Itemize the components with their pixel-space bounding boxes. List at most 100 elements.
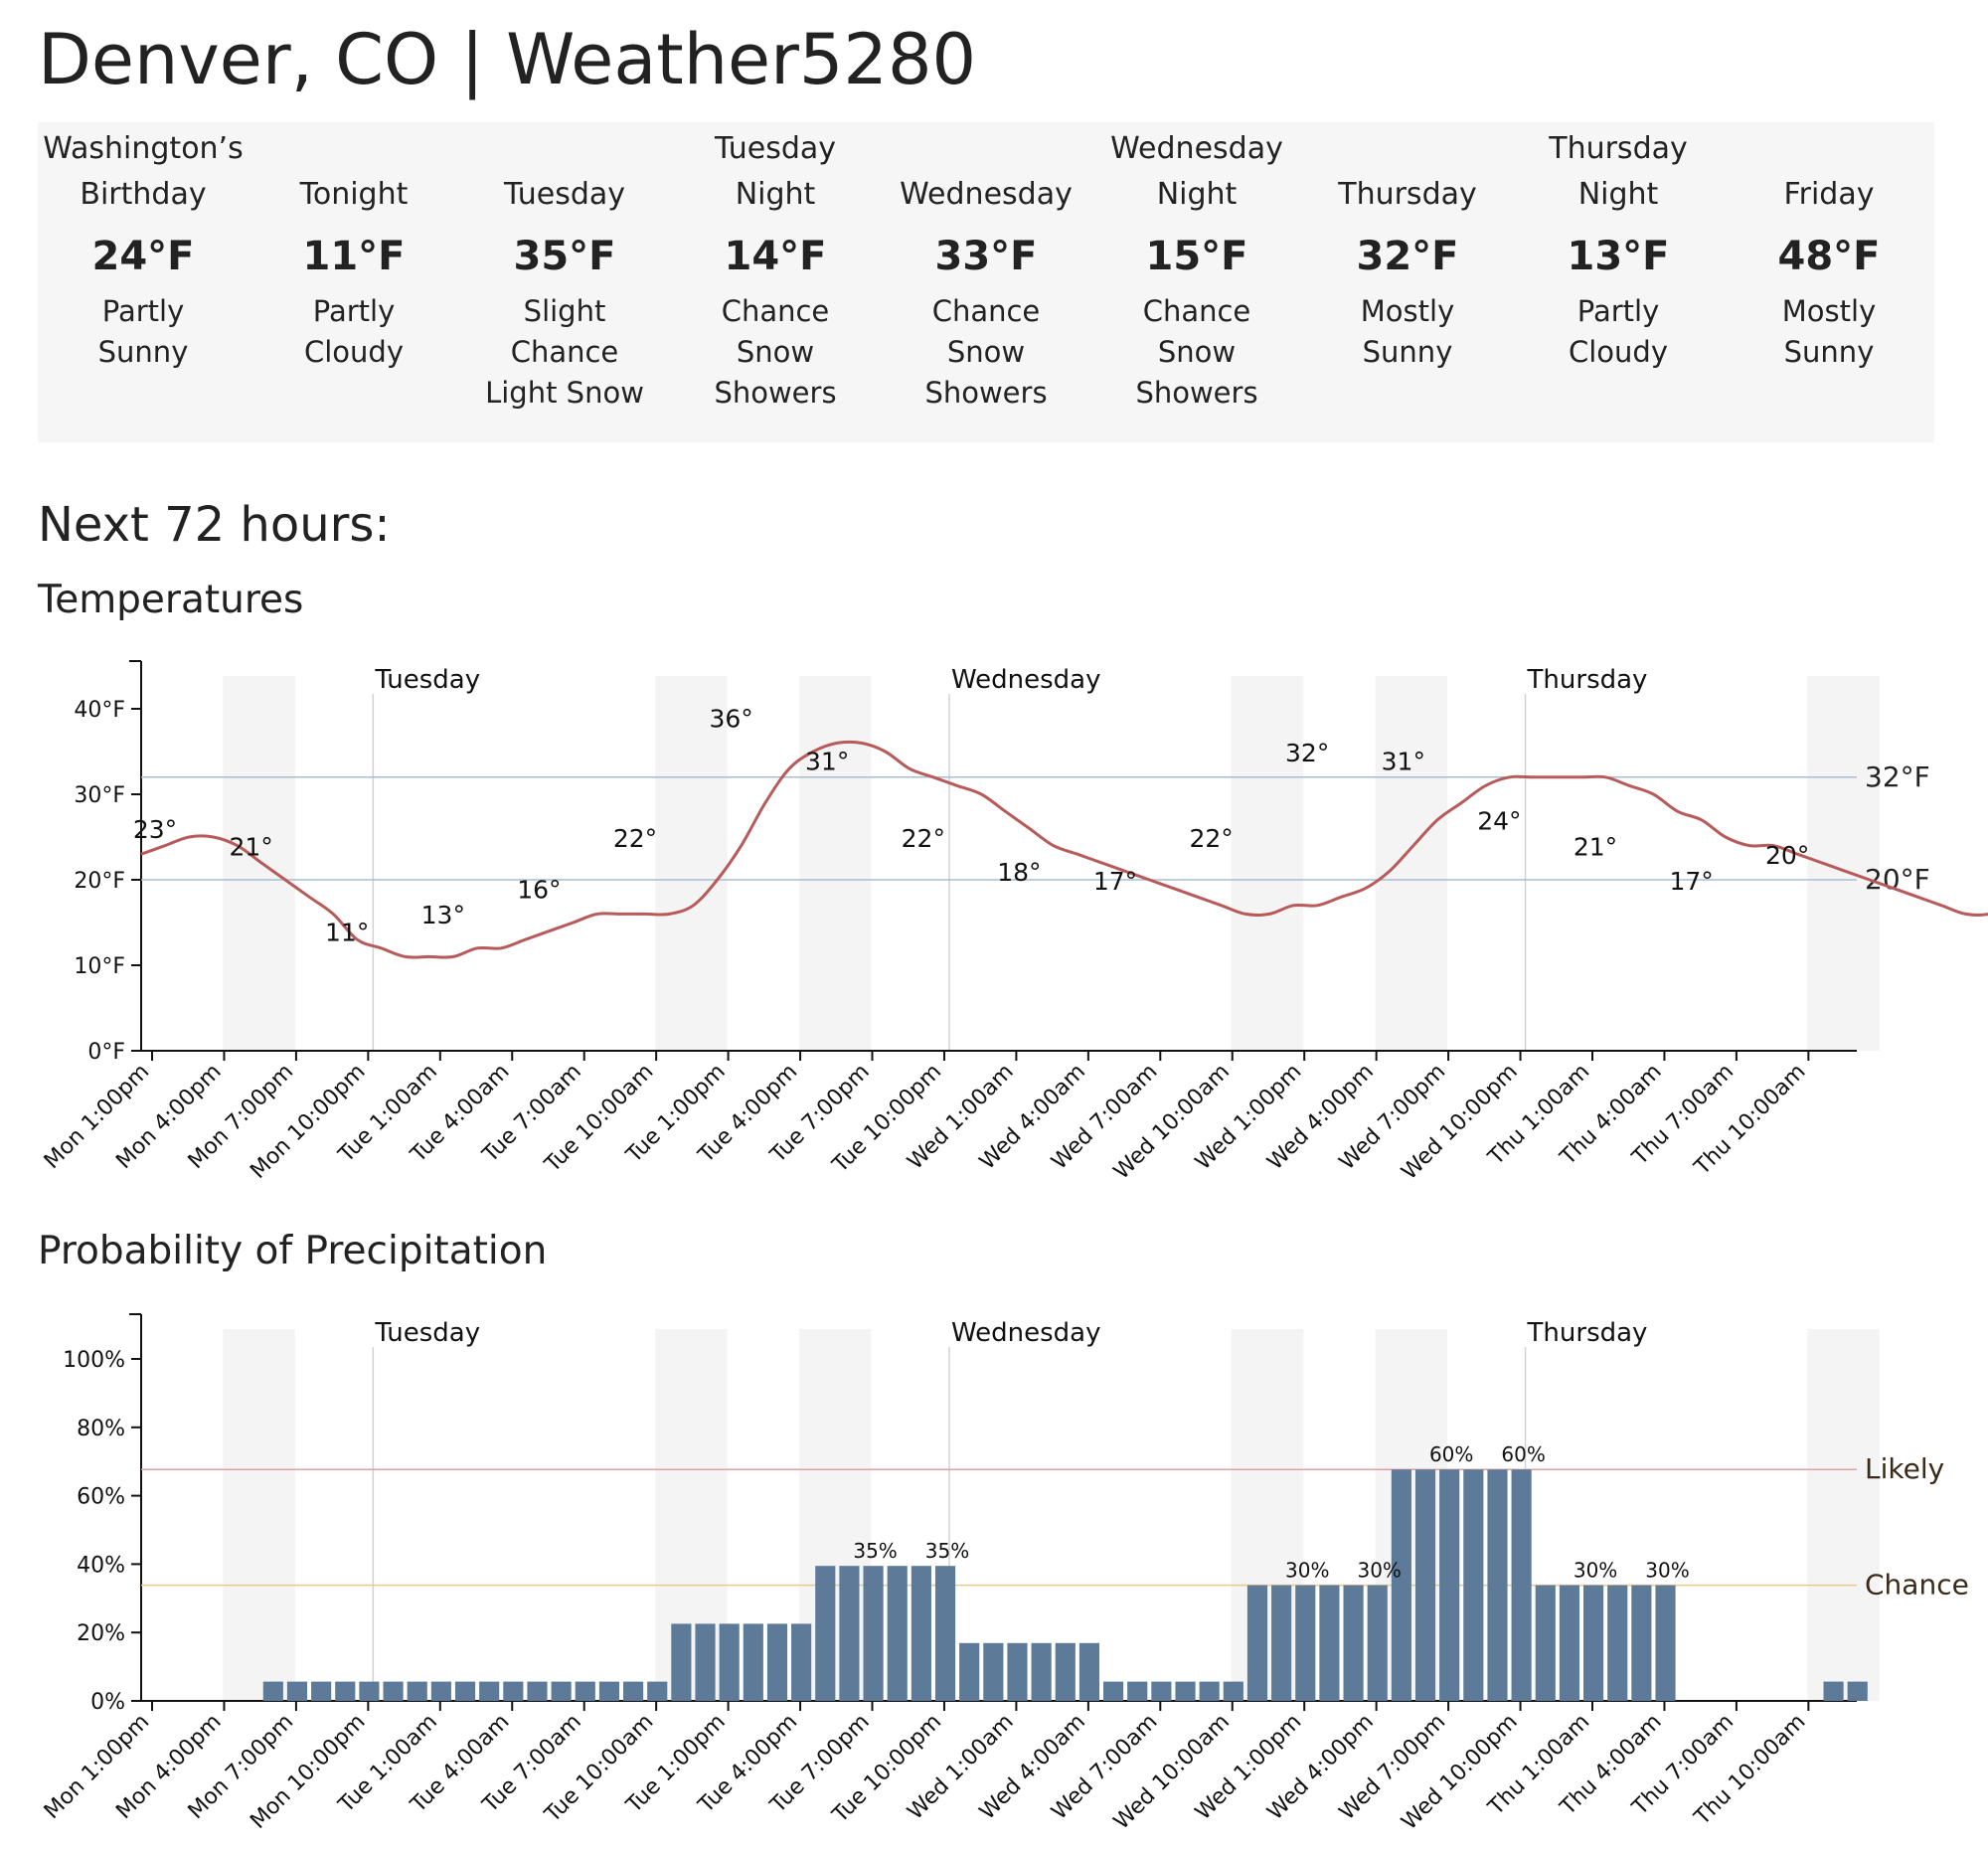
precip-bar	[863, 1566, 884, 1701]
precip-bar	[839, 1566, 860, 1701]
precip-bar-label: 60%	[1501, 1442, 1545, 1466]
period-name: Friday	[1724, 126, 1934, 218]
period-description-line: Snow	[946, 335, 1026, 369]
period-description-line: Chance	[931, 294, 1041, 328]
day-label: Wednesday	[951, 1318, 1101, 1348]
period-description-line: Partly	[312, 294, 396, 328]
y-tick-label: 100%	[63, 1348, 125, 1373]
period-description-line: Cloudy	[1569, 335, 1668, 369]
period-description: Chance Snow Showers	[1091, 291, 1302, 414]
precip-bar	[1439, 1469, 1460, 1701]
precip-bar	[1559, 1585, 1579, 1701]
precip-bar-label: 35%	[925, 1539, 969, 1563]
period-description-line: Showers	[924, 376, 1048, 410]
reference-line-label: Likely	[1865, 1452, 1944, 1485]
period-name: Tuesday Night	[670, 126, 881, 218]
y-tick-label: 20%	[77, 1621, 125, 1646]
precip-bar	[743, 1623, 763, 1701]
precip-bar	[647, 1681, 668, 1701]
next-72-hours-heading: Next 72 hours:	[38, 497, 391, 553]
period-description-line: Chance	[1142, 294, 1251, 328]
precip-bar	[1103, 1681, 1124, 1701]
precip-bar	[407, 1681, 427, 1701]
period-name-line: Tuesday	[503, 177, 626, 212]
period-description: Chance Snow Showers	[670, 291, 881, 414]
period-description: Mostly Sunny	[1724, 291, 1934, 373]
temperature-point-label: 17°	[1669, 867, 1713, 896]
precip-bar	[791, 1623, 812, 1701]
precip-bar	[359, 1681, 380, 1701]
period-description-line: Sunny	[97, 335, 189, 369]
precip-bar	[311, 1681, 332, 1701]
y-tick-label: 0%	[90, 1690, 125, 1715]
precip-bar	[1487, 1469, 1508, 1701]
precip-bar	[1631, 1585, 1652, 1701]
night-band	[223, 1329, 295, 1701]
y-tick-label: 40%	[77, 1553, 125, 1578]
precip-bar	[1246, 1585, 1268, 1701]
precip-bar	[1414, 1469, 1436, 1701]
precip-bar	[1127, 1681, 1148, 1701]
period-description-line: Showers	[1135, 376, 1258, 410]
y-tick-label: 80%	[77, 1417, 125, 1441]
temperature-point-label: 18°	[997, 858, 1041, 887]
precip-bar	[598, 1681, 619, 1701]
forecast-panel: Washington’s Birthday 24°F Partly Sunny Tonig…	[38, 122, 1934, 442]
temperature-point-label: 36°	[709, 704, 752, 733]
period-name-line: Night	[1156, 177, 1238, 212]
temperature-point-label: 21°	[1574, 832, 1617, 861]
precip-bar	[1055, 1642, 1076, 1701]
temperature-point-label: 17°	[1093, 867, 1137, 896]
period-temperature: 15°F	[1145, 234, 1248, 279]
period-name: Washington’s Birthday	[38, 126, 248, 218]
period-description-line: Snow	[1157, 335, 1237, 369]
precip-bar	[430, 1681, 451, 1701]
period-description-line: Sunny	[1783, 335, 1875, 369]
period-description-line: Partly	[101, 294, 185, 328]
y-tick-label: 20°F	[74, 869, 125, 894]
precip-bar	[911, 1566, 931, 1701]
precip-bar	[1343, 1585, 1364, 1701]
precip-bar	[551, 1681, 572, 1701]
precip-bar-label: 35%	[853, 1539, 897, 1563]
night-band	[1231, 676, 1304, 1051]
precip-bar	[934, 1566, 956, 1701]
period-name: Wednesday Night	[1091, 126, 1302, 218]
temperature-point-label: 13°	[421, 901, 465, 929]
y-tick-label: 0°F	[87, 1040, 125, 1065]
period-description: Slight Chance Light Snow	[459, 291, 670, 414]
period-description-line: Partly	[1576, 294, 1660, 328]
precip-bar	[671, 1623, 692, 1701]
period-name-line: Wednesday	[1110, 131, 1283, 166]
period-description: Partly Cloudy	[1513, 291, 1724, 373]
precip-bar	[527, 1681, 548, 1701]
period-description-line: Light Snow	[485, 376, 644, 410]
page-title: Denver, CO | Weather5280	[38, 19, 977, 100]
precip-bar-label: 30%	[1574, 1559, 1617, 1583]
period-temperature: 35°F	[513, 234, 616, 279]
precip-bar	[1847, 1681, 1868, 1701]
precip-bar	[1175, 1681, 1196, 1701]
temperature-point-label: 22°	[1189, 824, 1233, 853]
precip-bar	[1535, 1585, 1556, 1701]
day-label: Wednesday	[951, 665, 1101, 695]
precip-bar	[1319, 1585, 1340, 1701]
precip-bar	[503, 1681, 524, 1701]
period-name-line: Thursday	[1338, 177, 1477, 212]
period-description-line: Mostly	[1781, 294, 1877, 328]
period-description-line: Snow	[736, 335, 815, 369]
period-temperature: 33°F	[934, 234, 1038, 279]
night-band	[799, 676, 872, 1051]
temperature-point-label: 20°	[1765, 841, 1809, 870]
night-band	[1375, 676, 1448, 1051]
precip-bar	[1391, 1469, 1411, 1701]
precip-bar	[479, 1681, 500, 1701]
period-name: Thursday Night	[1513, 126, 1724, 218]
temperatures-heading: Temperatures	[38, 578, 304, 622]
temperature-chart: Tuesday Wednesday Thursday 0°F 10°F 20°F 30°F 4…	[40, 660, 1988, 1185]
period-name: Tuesday	[459, 126, 670, 218]
temperature-point-label: 22°	[613, 824, 657, 853]
precip-bar	[454, 1681, 476, 1701]
precip-bar	[1151, 1681, 1172, 1701]
precip-bar	[1007, 1642, 1028, 1701]
